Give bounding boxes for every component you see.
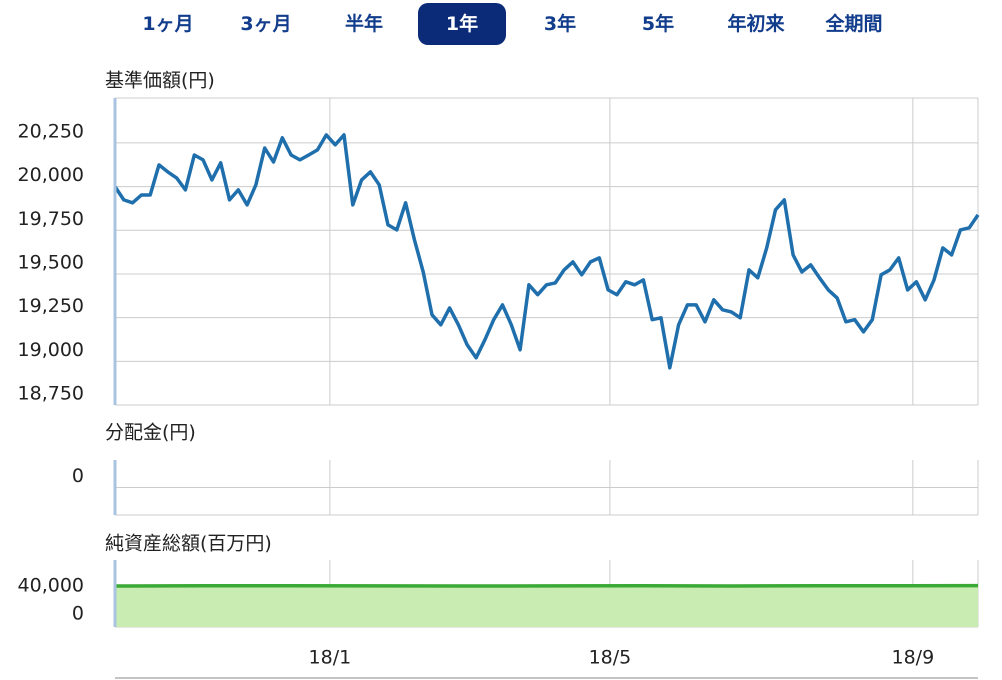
y-tick-label: 19,250 bbox=[18, 295, 84, 317]
y-tick-label: 19,500 bbox=[18, 251, 84, 273]
chart-title: 分配金(円) bbox=[105, 422, 196, 444]
y-tick-label: 40,000 bbox=[18, 574, 84, 596]
period-tab[interactable]: 3年 bbox=[543, 13, 577, 35]
y-tick-label: 20,000 bbox=[18, 164, 84, 186]
period-tab[interactable]: 半年 bbox=[344, 13, 383, 35]
x-tick-label: 18/5 bbox=[589, 647, 632, 669]
y-tick-label: 19,750 bbox=[18, 208, 84, 230]
period-tab[interactable]: 3ヶ月 bbox=[240, 13, 292, 35]
x-tick-label: 18/9 bbox=[891, 647, 934, 669]
period-tab[interactable]: 全期間 bbox=[825, 13, 883, 35]
y-tick-label: 19,000 bbox=[18, 339, 84, 361]
line bbox=[113, 133, 980, 370]
chart-title: 基準価額(円) bbox=[105, 70, 215, 92]
period-tab[interactable]: 年初来 bbox=[727, 13, 785, 35]
y-tick-label: 18,750 bbox=[18, 383, 84, 405]
y-tick-label: 0 bbox=[72, 602, 84, 624]
period-tab[interactable]: 1ヶ月 bbox=[142, 13, 194, 35]
period-tabs: 1ヶ月 3ヶ月 半年 1年 3年 5年 年初来 全期間 bbox=[0, 0, 1002, 50]
x-tick-label: 18/1 bbox=[309, 647, 352, 669]
period-tab[interactable]: 1年 bbox=[418, 3, 506, 45]
y-tick-label: 20,250 bbox=[18, 120, 84, 142]
chart-title: 純資産総額(百万円) bbox=[105, 533, 272, 555]
period-tab[interactable]: 5年 bbox=[641, 13, 675, 35]
area bbox=[115, 585, 978, 627]
y-tick-label: 0 bbox=[72, 465, 84, 487]
